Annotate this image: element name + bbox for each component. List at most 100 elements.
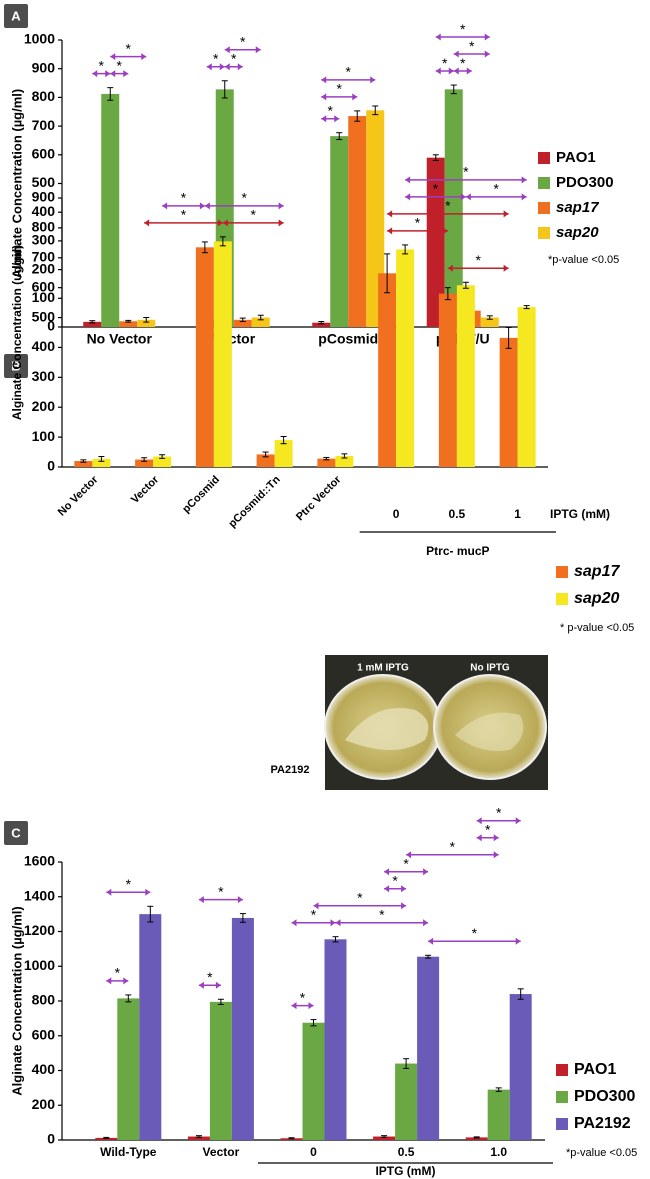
error-bar [505,326,512,349]
error-bar [219,236,226,247]
significance-arrow: * [321,64,376,84]
y-tick-label: 600 [32,1026,56,1042]
y-tick-label: 700 [32,117,56,133]
significance-arrow: * [387,198,509,218]
error-bar [221,80,228,99]
bar [373,1136,396,1140]
legend-swatch [538,177,550,189]
significance-arrow: * [222,207,284,227]
y-tick-label: 200 [32,260,56,276]
bar [499,337,518,467]
arrow-head [476,817,521,825]
error-bar [201,241,208,254]
legend-label: PAO1 [556,149,596,166]
legend-swatch [556,1091,568,1103]
y-tick-label: 1200 [24,922,55,938]
y-tick-label: 600 [32,278,56,294]
group-label: Ptrc- mucP [426,544,489,558]
y-tick-label: 900 [32,189,56,205]
significance-arrow: * [465,181,527,201]
error-bar [257,314,264,321]
y-tick-label: 800 [32,219,56,235]
bar [233,319,252,327]
y-tick-label: 800 [32,88,56,104]
bar [251,317,270,327]
significance-label: * [433,181,439,197]
panel-label: C [11,825,21,840]
significance-label: * [460,21,466,37]
arrow-head [162,202,205,210]
error-bar [523,305,530,310]
arrow-head [476,834,499,842]
bar [509,994,532,1140]
x-tick-label: 1 [514,507,521,521]
error-bar [89,320,96,324]
bar [83,321,102,327]
significance-label: * [494,181,500,197]
bar [335,455,354,467]
significance-label: * [99,57,105,73]
significance-label: * [485,821,491,837]
significance-label: * [379,906,385,922]
legend-label: PAO1 [574,1061,616,1078]
significance-label: * [251,207,257,223]
significance-label: * [442,55,448,71]
legend-swatch [556,1118,568,1130]
error-bar [432,154,439,162]
y-tick-label: 1600 [24,853,55,869]
arrow-head [291,919,336,927]
significance-arrow: * [476,821,499,842]
y-tick-label: 800 [32,992,56,1008]
significance-label: * [460,55,466,71]
significance-label: * [240,33,246,49]
y-tick-label: 600 [32,146,56,162]
legend-swatch [556,1064,568,1076]
error-bar [143,317,150,323]
error-bar [384,253,391,294]
bar [330,136,349,327]
error-bar [288,1137,295,1140]
error-bar [372,105,379,116]
bar [395,1063,418,1140]
error-bar [310,1019,317,1027]
y-axis-title: Alginate Concentration (ug/ml) [10,245,24,420]
arrow-head [110,70,129,78]
bar [256,454,275,467]
significance-arrow: * [106,876,151,896]
significance-label: * [213,50,219,66]
significance-label: * [450,838,456,854]
arrow-head [435,67,454,75]
y-axis-title: Alginate Concentration (µg/ml) [9,89,24,279]
inset-label: 1 mM IPTG [357,663,409,674]
arrow-head [384,868,429,876]
x-tick-label: Vector [129,473,162,506]
arrow-head [92,70,111,78]
y-tick-label: 300 [32,368,56,384]
bar [117,998,140,1140]
bar [312,322,331,327]
bar [139,914,162,1140]
significance-arrow: * [106,965,129,985]
legend-label: sap20 [556,224,599,241]
legend-swatch [538,227,550,239]
error-bar [341,453,348,459]
significance-label: * [337,81,343,97]
legend-swatch [538,202,550,214]
bar [101,93,120,328]
y-tick-label: 400 [32,203,56,219]
y-tick-label: 200 [32,1096,56,1112]
error-bar [280,436,287,445]
arrow-head [198,896,243,904]
significance-arrow: * [92,57,111,78]
error-bar [195,1135,202,1138]
error-bar [354,110,361,122]
x-tick-label: pCosmid [318,331,378,347]
panel: C 0 200 400 600 800 1000 1200 1400 1600 Alginate C… [4,663,637,1178]
y-tick-label: 200 [32,398,56,414]
y-tick-label: 0 [47,458,55,474]
error-bar [103,1136,110,1139]
error-bar [402,244,409,255]
x-tick-label: No Vector [56,473,101,518]
x-note: IPTG (mM) [550,507,610,521]
x-tick-label: pCosmid::Tn [226,473,283,530]
